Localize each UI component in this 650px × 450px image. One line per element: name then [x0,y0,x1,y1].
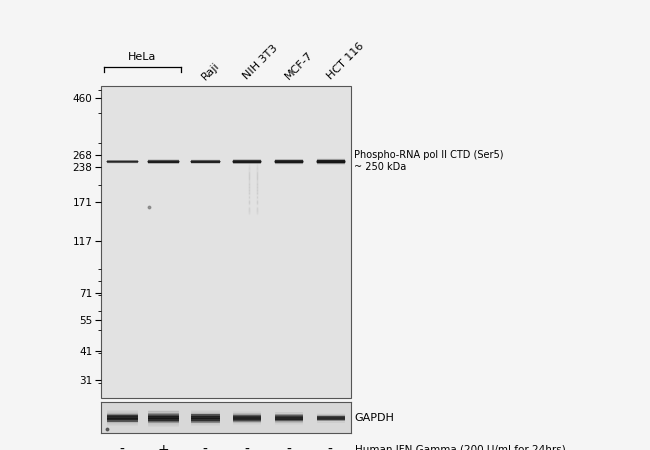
Text: GAPDH: GAPDH [354,413,394,423]
Text: Human IFN Gamma (200 U/ml for 24hrs): Human IFN Gamma (200 U/ml for 24hrs) [355,445,566,450]
Text: -: - [286,443,291,450]
Text: +: + [157,443,169,450]
Text: NIH 3T3: NIH 3T3 [242,44,280,82]
Text: HeLa: HeLa [128,52,157,62]
Text: -: - [328,443,333,450]
Text: -: - [244,443,249,450]
Text: Phospho-RNA pol II CTD (Ser5)
~ 250 kDa: Phospho-RNA pol II CTD (Ser5) ~ 250 kDa [354,150,504,172]
Text: -: - [203,443,207,450]
Text: HCT 116: HCT 116 [325,41,365,82]
Text: MCF-7: MCF-7 [283,50,315,82]
Text: Raji: Raji [200,60,222,82]
Text: -: - [119,443,124,450]
